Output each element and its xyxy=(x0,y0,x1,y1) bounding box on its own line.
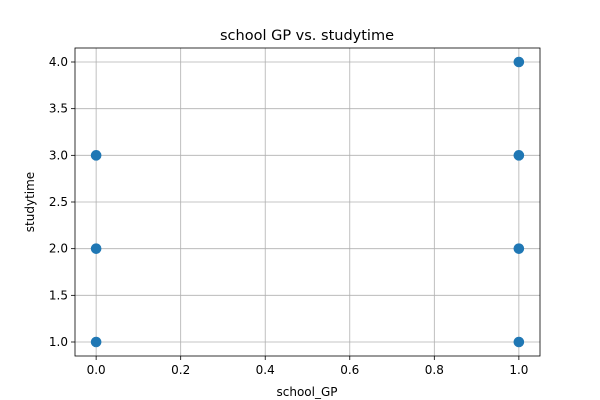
y-tick-label: 4.0 xyxy=(49,55,68,69)
chart-title: school GP vs. studytime xyxy=(220,28,394,44)
x-tick-label: 0.2 xyxy=(171,363,190,377)
data-point xyxy=(513,336,525,348)
data-point xyxy=(513,150,525,161)
y-tick-label: 1.5 xyxy=(49,288,68,302)
y-tick-label: 1.0 xyxy=(49,335,68,349)
data-point xyxy=(90,150,102,161)
y-tick-label: 2.0 xyxy=(49,242,68,256)
x-tick-label: 0.0 xyxy=(87,363,106,377)
data-points xyxy=(90,56,525,348)
x-tick-label: 1.0 xyxy=(509,363,528,377)
x-tick-label: 0.6 xyxy=(340,363,359,377)
data-point xyxy=(90,336,102,348)
data-point xyxy=(513,243,525,254)
x-tick-label: 0.8 xyxy=(425,363,444,377)
x-tick-label: 0.4 xyxy=(256,363,275,377)
y-axis-title: studytime xyxy=(23,172,37,232)
data-point xyxy=(90,243,102,254)
data-point xyxy=(513,56,525,68)
axis-ticks: 0.0 0.2 0.4 0.6 0.8 1.0 1.0 1.5 2.0 2.5 3.0 3.5 4.0 xyxy=(49,55,529,377)
y-tick-label: 2.5 xyxy=(49,195,68,209)
y-tick-label: 3.5 xyxy=(49,102,68,116)
y-tick-label: 3.0 xyxy=(49,148,68,162)
x-axis-title: school_GP xyxy=(276,385,337,399)
grid xyxy=(75,48,540,356)
